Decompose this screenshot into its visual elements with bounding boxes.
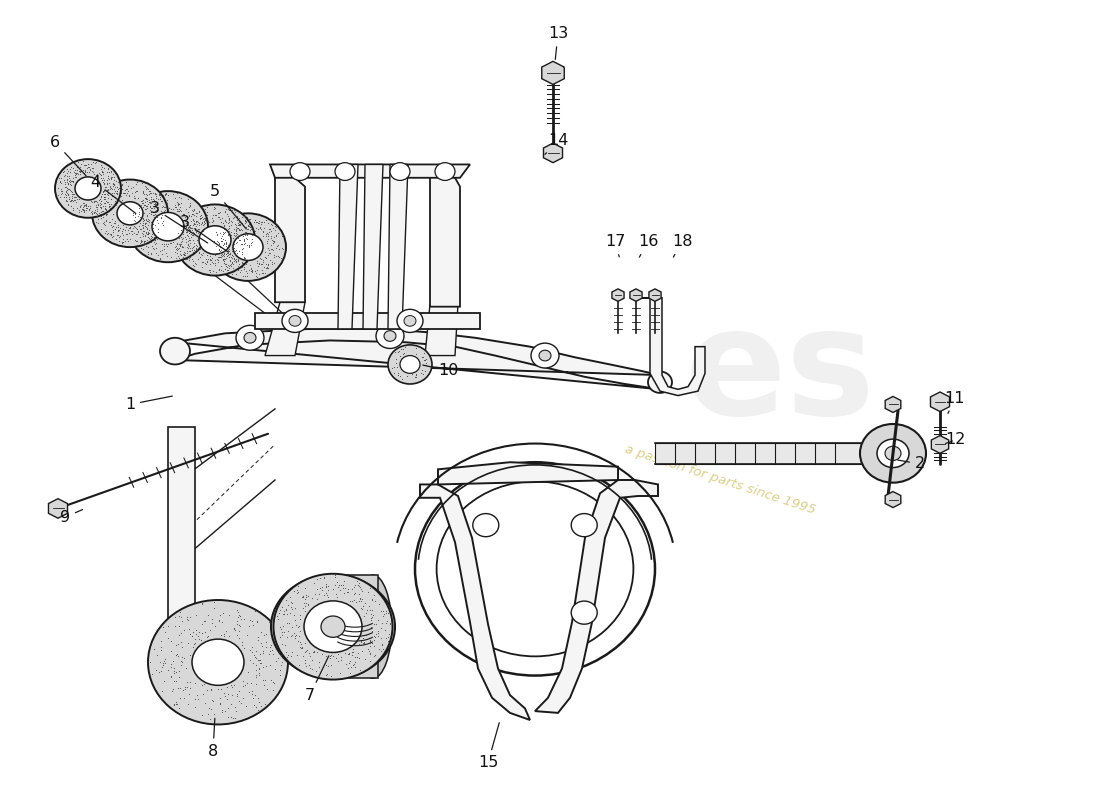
Polygon shape [438,462,618,485]
Text: 6: 6 [50,134,86,176]
Circle shape [210,214,286,281]
Text: 11: 11 [945,390,966,414]
Text: 14: 14 [544,133,569,154]
Circle shape [400,355,420,374]
Circle shape [192,639,244,686]
Text: a passion for parts since 1995: a passion for parts since 1995 [623,443,817,517]
Circle shape [244,333,256,343]
Circle shape [437,482,634,656]
Polygon shape [275,169,305,302]
Circle shape [75,177,101,200]
Polygon shape [420,485,530,720]
Circle shape [860,424,926,482]
Circle shape [539,350,551,361]
Polygon shape [886,397,901,413]
Circle shape [290,162,310,181]
Bar [328,575,378,678]
Circle shape [148,600,288,725]
Polygon shape [338,165,358,329]
Circle shape [55,159,121,218]
Polygon shape [363,165,383,329]
Text: 9: 9 [59,510,82,525]
Circle shape [397,310,424,333]
Text: 4: 4 [90,174,135,214]
Polygon shape [168,426,195,685]
Text: 7: 7 [305,656,329,702]
Text: 17: 17 [605,234,625,257]
Ellipse shape [354,575,392,678]
Polygon shape [649,289,661,302]
Polygon shape [425,304,458,355]
Circle shape [388,345,432,384]
Polygon shape [388,165,408,329]
Circle shape [160,338,190,365]
Circle shape [289,315,301,326]
Circle shape [877,439,909,467]
Circle shape [236,326,264,350]
Polygon shape [931,392,949,411]
Circle shape [384,330,396,342]
Text: 5: 5 [210,184,246,229]
Circle shape [282,310,308,333]
Circle shape [571,514,597,537]
Polygon shape [612,289,624,302]
Text: 8: 8 [208,718,218,758]
Circle shape [473,514,498,537]
Circle shape [415,462,654,675]
Circle shape [304,601,362,653]
Circle shape [648,371,672,393]
Circle shape [531,343,559,368]
Ellipse shape [271,575,395,678]
Polygon shape [535,480,658,713]
Text: 10: 10 [422,363,459,378]
Text: 13: 13 [548,26,568,59]
Circle shape [92,179,168,247]
Circle shape [376,323,404,349]
Polygon shape [175,329,660,390]
Polygon shape [255,313,480,329]
Polygon shape [430,169,460,306]
Text: 1: 1 [125,396,173,412]
Circle shape [128,191,208,262]
Text: es: es [684,301,876,446]
Circle shape [233,234,263,261]
Text: 18: 18 [672,234,692,257]
Polygon shape [270,165,470,178]
Circle shape [274,574,393,679]
Polygon shape [265,302,305,355]
Polygon shape [654,442,870,464]
Text: 3: 3 [150,202,208,243]
Text: 16: 16 [638,234,658,257]
Text: 15: 15 [477,722,499,770]
Polygon shape [543,143,562,162]
Circle shape [321,616,345,638]
Polygon shape [932,435,948,454]
Circle shape [404,315,416,326]
Circle shape [152,213,184,241]
Circle shape [117,202,143,225]
Circle shape [305,602,361,651]
Polygon shape [541,62,564,85]
Circle shape [175,205,255,275]
Polygon shape [630,289,642,302]
Circle shape [336,162,355,181]
Polygon shape [886,491,901,507]
Text: 12: 12 [945,433,965,447]
Circle shape [434,162,455,181]
Circle shape [390,162,410,181]
Circle shape [886,446,901,461]
Polygon shape [48,498,67,518]
Text: 3: 3 [180,214,228,252]
Circle shape [571,601,597,624]
Polygon shape [630,298,705,395]
Text: 2: 2 [898,457,925,471]
Circle shape [199,226,231,254]
